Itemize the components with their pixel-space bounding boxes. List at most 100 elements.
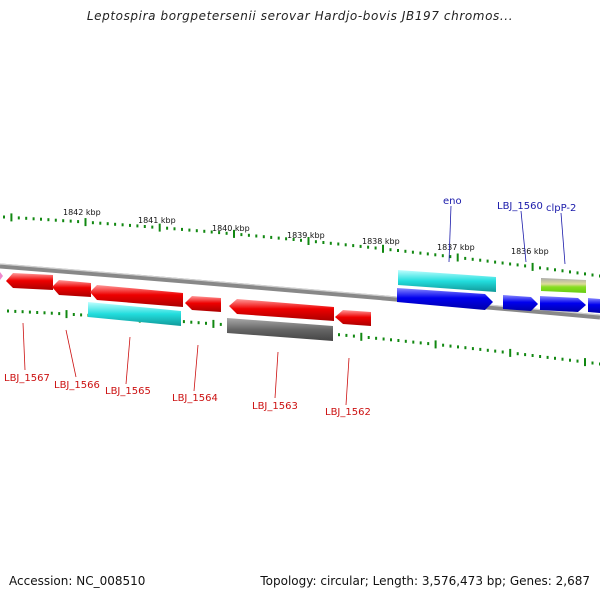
- gene-label-lbj-1560[interactable]: LBJ_1560: [497, 201, 543, 212]
- minor-tick: [219, 322, 222, 326]
- minor-tick: [173, 227, 176, 231]
- minor-tick: [36, 311, 39, 314]
- minor-tick: [14, 309, 17, 313]
- gene-arrow[interactable]: [503, 295, 538, 311]
- minor-tick: [28, 310, 31, 314]
- minor-tick: [80, 313, 83, 317]
- minor-tick: [479, 347, 482, 351]
- minor-tick: [411, 250, 414, 254]
- minor-tick: [40, 217, 42, 221]
- gene-arrow[interactable]: [335, 310, 371, 326]
- minor-tick: [195, 229, 198, 233]
- minor-tick: [136, 224, 139, 228]
- minor-tick: [546, 267, 549, 271]
- gene-label-eno[interactable]: eno: [443, 196, 462, 207]
- gene-arrow[interactable]: [0, 272, 3, 280]
- minor-tick: [58, 312, 61, 316]
- minor-tick: [419, 251, 422, 255]
- major-tick: [10, 213, 13, 222]
- minor-tick: [338, 333, 340, 337]
- minor-tick: [397, 249, 399, 252]
- forward-strand-genes: [397, 270, 600, 313]
- gene-label-lbj-1564[interactable]: LBJ_1564: [172, 393, 218, 404]
- minor-tick: [561, 269, 564, 273]
- minor-tick: [434, 253, 437, 257]
- gene-arrow[interactable]: [185, 296, 221, 312]
- gene-arrow[interactable]: [6, 273, 53, 290]
- tick-label: 1838 kbp: [362, 237, 400, 246]
- minor-tick: [457, 345, 459, 349]
- minor-tick: [182, 320, 185, 324]
- bottom-gene-labels: LBJ_1567 LBJ_1566 LBJ_1565 LBJ_1564 LBJ_…: [4, 322, 371, 418]
- minor-tick: [43, 311, 46, 315]
- minor-tick: [300, 238, 302, 242]
- minor-tick: [151, 225, 154, 229]
- minor-tick: [329, 241, 332, 245]
- minor-tick: [352, 334, 355, 338]
- minor-tick: [576, 271, 579, 275]
- minor-tick: [91, 221, 94, 225]
- minor-tick: [397, 339, 400, 342]
- gene-arrow[interactable]: [227, 318, 333, 341]
- minor-tick: [188, 228, 191, 232]
- minor-tick: [569, 270, 571, 274]
- gene-label-lbj-1565[interactable]: LBJ_1565: [105, 386, 151, 397]
- reverse-strand-genes: [0, 272, 371, 341]
- minor-tick: [270, 235, 273, 239]
- minor-tick: [442, 343, 445, 347]
- minor-tick: [367, 245, 370, 249]
- minor-tick: [479, 258, 482, 262]
- minor-tick: [494, 260, 497, 264]
- tick-label: 1836 kbp: [511, 247, 549, 256]
- minor-tick: [524, 353, 527, 357]
- gene-label-lbj-1566[interactable]: LBJ_1566: [54, 380, 100, 391]
- minor-tick: [121, 223, 124, 227]
- upper-tick-ruler: [3, 213, 600, 278]
- gene-arrow[interactable]: [541, 278, 586, 293]
- minor-tick: [449, 344, 452, 348]
- gene-arrow[interactable]: [52, 280, 91, 297]
- minor-tick: [441, 254, 444, 258]
- minor-tick: [591, 361, 594, 365]
- minor-tick: [62, 219, 65, 223]
- minor-tick: [322, 241, 325, 244]
- gene-arrow[interactable]: [88, 302, 181, 326]
- minor-tick: [50, 311, 53, 315]
- top-gene-labels: eno LBJ_1560 clpP-2: [443, 196, 576, 265]
- major-tick: [158, 223, 161, 232]
- minor-tick: [190, 320, 193, 324]
- major-tick: [584, 358, 586, 367]
- major-tick: [307, 237, 310, 245]
- tick-label: 1837 kbp: [437, 243, 475, 252]
- minor-tick: [471, 347, 474, 351]
- gene-arrow[interactable]: [398, 270, 496, 292]
- gene-label-clpp-2[interactable]: clpP-2: [546, 203, 576, 214]
- minor-tick: [584, 272, 586, 276]
- gene-arrow[interactable]: [540, 296, 586, 312]
- minor-tick: [345, 333, 348, 337]
- minor-tick: [426, 252, 429, 256]
- minor-tick: [292, 238, 295, 241]
- minor-tick: [54, 218, 57, 222]
- gene-arrow[interactable]: [229, 299, 334, 321]
- minor-tick: [205, 321, 207, 325]
- minor-tick: [25, 216, 28, 220]
- gene-arrow[interactable]: [588, 298, 600, 313]
- minor-tick: [486, 259, 489, 263]
- major-tick: [382, 244, 384, 253]
- tick-label: 1839 kbp: [287, 231, 325, 240]
- minor-tick: [3, 215, 5, 219]
- minor-tick: [464, 346, 467, 350]
- minor-tick: [99, 221, 102, 225]
- minor-tick: [359, 244, 362, 248]
- gene-label-lbj-1562[interactable]: LBJ_1562: [325, 407, 371, 418]
- gene-arrow[interactable]: [90, 285, 183, 307]
- gene-label-lbj-1563[interactable]: LBJ_1563: [252, 401, 298, 412]
- minor-tick: [7, 309, 9, 313]
- minor-tick: [129, 223, 131, 227]
- gene-label-lbj-1567[interactable]: LBJ_1567: [4, 373, 50, 384]
- gene-arrow[interactable]: [397, 288, 493, 310]
- minor-tick: [591, 273, 594, 277]
- minor-tick: [419, 341, 422, 345]
- minor-tick: [554, 268, 556, 272]
